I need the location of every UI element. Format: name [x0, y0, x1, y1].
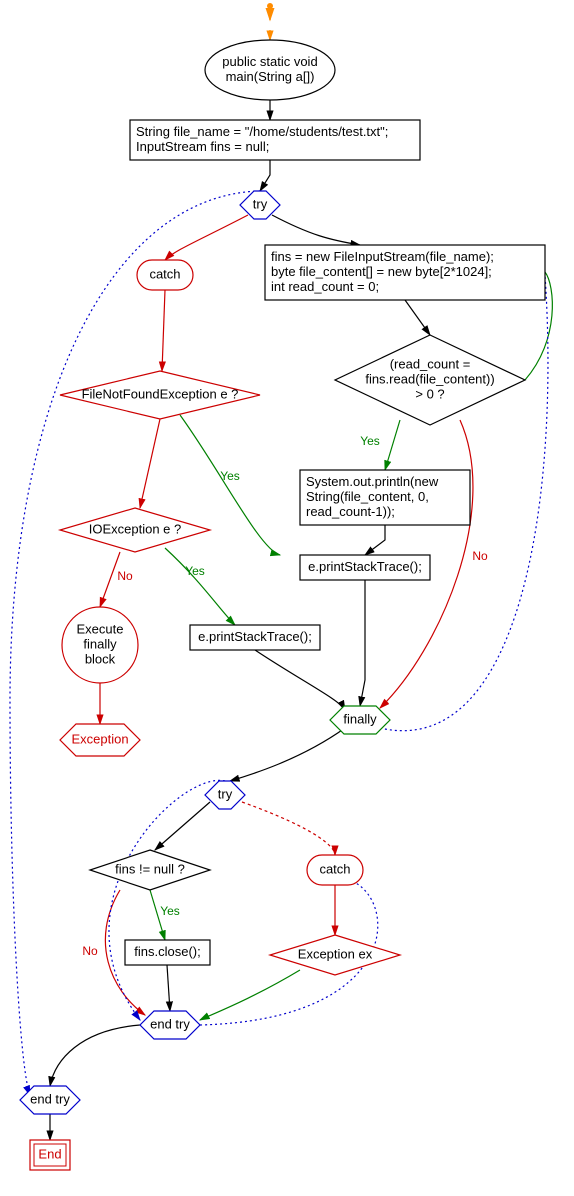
- node-text: IOException e ?: [89, 521, 182, 536]
- edges-layer: Yes Yes No No Yes Yes No: [10, 30, 552, 1140]
- node-text: e.printStackTrace();: [198, 629, 312, 644]
- node-text: System.out.println(new: [306, 474, 439, 489]
- flow-edge: [140, 419, 160, 508]
- nodes-layer: public static voidmain(String a[]) String…: [20, 3, 545, 1170]
- node-try1: try: [240, 191, 280, 219]
- node-println: System.out.println(newString(file_conten…: [300, 470, 470, 525]
- node-try2: try: [205, 781, 245, 809]
- node-text: End: [38, 1146, 61, 1161]
- edge-label: No: [117, 569, 133, 583]
- node-tryblock1: fins = new FileInputStream(file_name);by…: [265, 245, 545, 300]
- edge-label: Yes: [185, 564, 205, 578]
- node-finally: finally: [330, 706, 390, 734]
- node-text: String(file_content, 0,: [306, 489, 429, 504]
- node-text: try: [218, 786, 233, 801]
- flow-edge: [50, 1025, 140, 1086]
- node-execfinally: Executefinallyblock: [62, 607, 138, 683]
- node-end: End: [30, 1140, 70, 1170]
- node-text: finally: [343, 711, 377, 726]
- node-text: Execute: [77, 621, 124, 636]
- node-text: fins = new FileInputStream(file_name);: [271, 249, 494, 264]
- start-dot: [267, 3, 273, 9]
- node-text: fins.read(file_content)): [365, 371, 494, 386]
- node-text: catch: [319, 861, 350, 876]
- node-exex: Exception ex: [270, 935, 400, 975]
- node-exception: Exception: [60, 724, 140, 756]
- flow-edge: [365, 525, 385, 555]
- edge-label: Yes: [160, 904, 180, 918]
- flow-edge: [200, 970, 300, 1020]
- node-text: finally: [83, 636, 117, 651]
- node-text: e.printStackTrace();: [308, 559, 422, 574]
- edge-label: Yes: [360, 434, 380, 448]
- flow-edge: [162, 290, 165, 371]
- node-text: fins != null ?: [115, 861, 185, 876]
- flow-edge: [385, 420, 400, 470]
- node-catch1: catch: [137, 260, 193, 290]
- node-endtry1: end try: [140, 1011, 200, 1039]
- edge-label: No: [472, 549, 488, 563]
- edge-label: Yes: [220, 469, 240, 483]
- node-text: String file_name = "/home/students/test.…: [136, 124, 388, 139]
- flow-edge: [255, 650, 345, 710]
- node-text: end try: [30, 1091, 70, 1106]
- flow-edge: [155, 802, 210, 850]
- node-text: Exception ex: [298, 946, 373, 961]
- node-decl: String file_name = "/home/students/test.…: [130, 120, 420, 160]
- flow-edge: [242, 802, 335, 855]
- node-readcond: (read_count =fins.read(file_content))> 0…: [335, 335, 525, 425]
- flow-edge: [230, 728, 345, 781]
- node-text: InputStream fins = null;: [136, 139, 269, 154]
- flow-edge: [167, 965, 170, 1011]
- node-finsnull: fins != null ?: [90, 850, 210, 890]
- node-pst1: e.printStackTrace();: [300, 555, 430, 580]
- flow-edge: [165, 215, 248, 260]
- node-text: read_count-1));: [306, 504, 395, 519]
- node-text: block: [85, 651, 116, 666]
- flow-edge: [109, 780, 225, 1020]
- edge-label: No: [82, 944, 98, 958]
- flow-edge: [165, 548, 235, 625]
- node-endtry2: end try: [20, 1086, 80, 1114]
- node-text: FileNotFoundException e ?: [82, 386, 239, 401]
- node-ioe: IOException e ?: [60, 508, 210, 552]
- node-finsclose: fins.close();: [125, 940, 210, 965]
- flow-edge: [360, 580, 365, 706]
- node-text: Exception: [71, 731, 128, 746]
- node-main: public static voidmain(String a[]): [205, 40, 335, 100]
- node-catch2: catch: [307, 855, 363, 885]
- flow-edge: [272, 215, 360, 245]
- node-text: end try: [150, 1016, 190, 1031]
- flow-edge: [260, 160, 270, 191]
- node-text: > 0 ?: [415, 386, 444, 401]
- node-fnfe: FileNotFoundException e ?: [60, 371, 260, 419]
- node-text: byte file_content[] = new byte[2*1024];: [271, 264, 492, 279]
- node-text: int read_count = 0;: [271, 279, 379, 294]
- node-text: catch: [149, 266, 180, 281]
- node-text: fins.close();: [134, 944, 200, 959]
- node-text: main(String a[]): [226, 69, 315, 84]
- node-text: try: [253, 196, 268, 211]
- flow-edge: [405, 300, 430, 335]
- node-text: public static void: [222, 54, 317, 69]
- node-pst2: e.printStackTrace();: [190, 625, 320, 650]
- node-text: (read_count =: [390, 356, 471, 371]
